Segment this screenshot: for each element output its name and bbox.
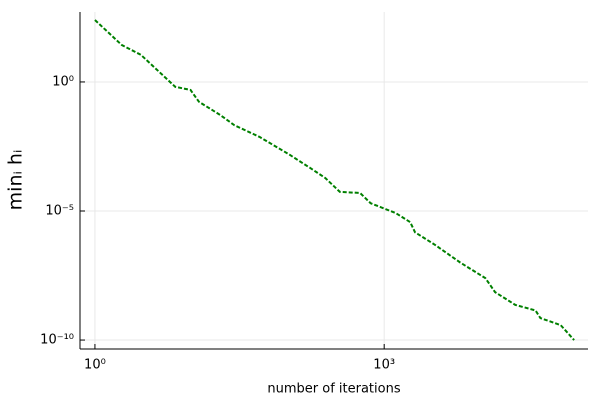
y-tick-label: 10⁰ [52,74,74,89]
y-tick-label: 10⁻⁵ [45,203,74,218]
x-tick-label: 10³ [373,358,395,373]
data-line [94,19,575,341]
x-tick-label: 10⁰ [84,358,106,373]
y-axis-label: minᵢ hᵢ [5,150,27,211]
y-tick-label: 10⁻¹⁰ [40,333,74,348]
x-axis-label: number of iterations [267,382,400,397]
